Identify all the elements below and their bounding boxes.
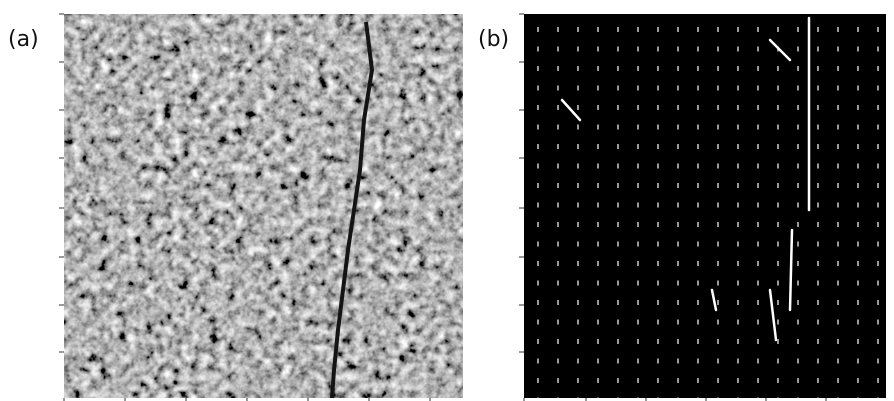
vector-grid: [524, 14, 886, 398]
micrograph-texture: [64, 14, 463, 398]
panel-label: (b): [478, 27, 509, 52]
crack: [330, 21, 375, 399]
displacement-streaks: [560, 16, 811, 342]
panel-label: (a): [8, 27, 39, 52]
